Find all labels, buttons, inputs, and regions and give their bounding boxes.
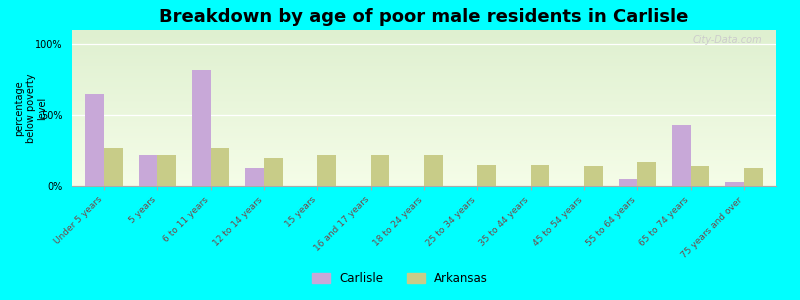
Bar [246,168,264,186]
Y-axis label: percentage
below poverty
level: percentage below poverty level [14,73,47,143]
Legend: Carlisle, Arkansas: Carlisle, Arkansas [306,266,494,291]
Bar [158,155,176,186]
Bar [478,165,496,186]
Text: City-Data.com: City-Data.com [692,35,762,45]
Bar [584,166,602,186]
Bar [370,155,390,186]
Bar [210,148,230,186]
Bar [86,94,104,186]
Bar [638,162,656,186]
Bar [726,182,744,186]
Bar [264,158,282,186]
Bar [672,125,690,186]
Bar [618,179,638,186]
Bar [192,70,210,186]
Bar [318,155,336,186]
Title: Breakdown by age of poor male residents in Carlisle: Breakdown by age of poor male residents … [159,8,689,26]
Bar [138,155,158,186]
Bar [530,165,550,186]
Bar [690,166,710,186]
Bar [744,168,762,186]
Bar [104,148,122,186]
Bar [424,155,442,186]
